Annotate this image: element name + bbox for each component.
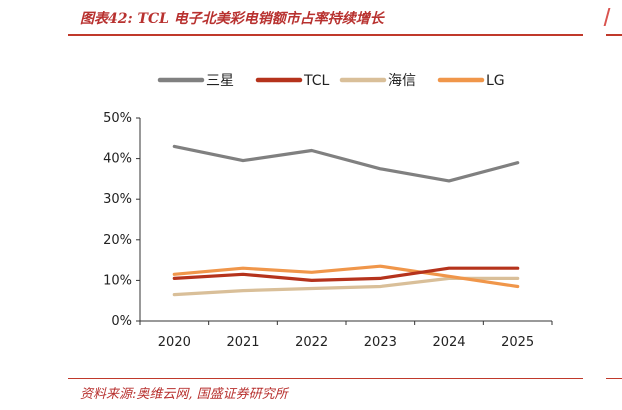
series-line-3 [172,264,520,289]
y-tick-label: 50% [103,111,132,126]
legend-label: LG [486,73,505,89]
series-line-1 [172,266,520,282]
x-tick-label: 2024 [432,335,465,350]
x-tick-label: 2021 [226,335,259,350]
y-tick-label: 40% [103,152,132,167]
series-layer [172,144,520,297]
source-note: 资料来源:奥维云网, 国盛证券研究所 [80,387,288,402]
y-tick-label: 0% [111,314,132,329]
series-line-0 [172,144,520,183]
chart-header-title: 图表42: TCL 电子北美彩电销额市占率持续增长 [80,11,384,27]
top-rule [68,34,583,36]
x-tick-label: 2023 [364,335,397,350]
y-tick-label: 30% [103,192,132,207]
x-axis: 2020 2021 2022 2023 2024 2025 [139,320,553,350]
top-rule-right [606,34,622,36]
x-tick-label: 2025 [501,335,534,350]
legend-label: TCL [303,73,330,89]
bottom-rule [68,378,583,379]
legend: 三星 TCL 海信 LG [157,73,505,89]
legend-label: 海信 [388,73,416,89]
y-axis: 0% 10% 20% 30% 40% 50% [103,111,141,329]
legend-label: 三星 [206,73,234,89]
bottom-rule-right [606,378,622,379]
x-tick-label: 2020 [158,335,191,350]
y-tick-label: 10% [103,273,132,288]
x-tick-label: 2022 [295,335,328,350]
y-tick-label: 20% [103,233,132,248]
